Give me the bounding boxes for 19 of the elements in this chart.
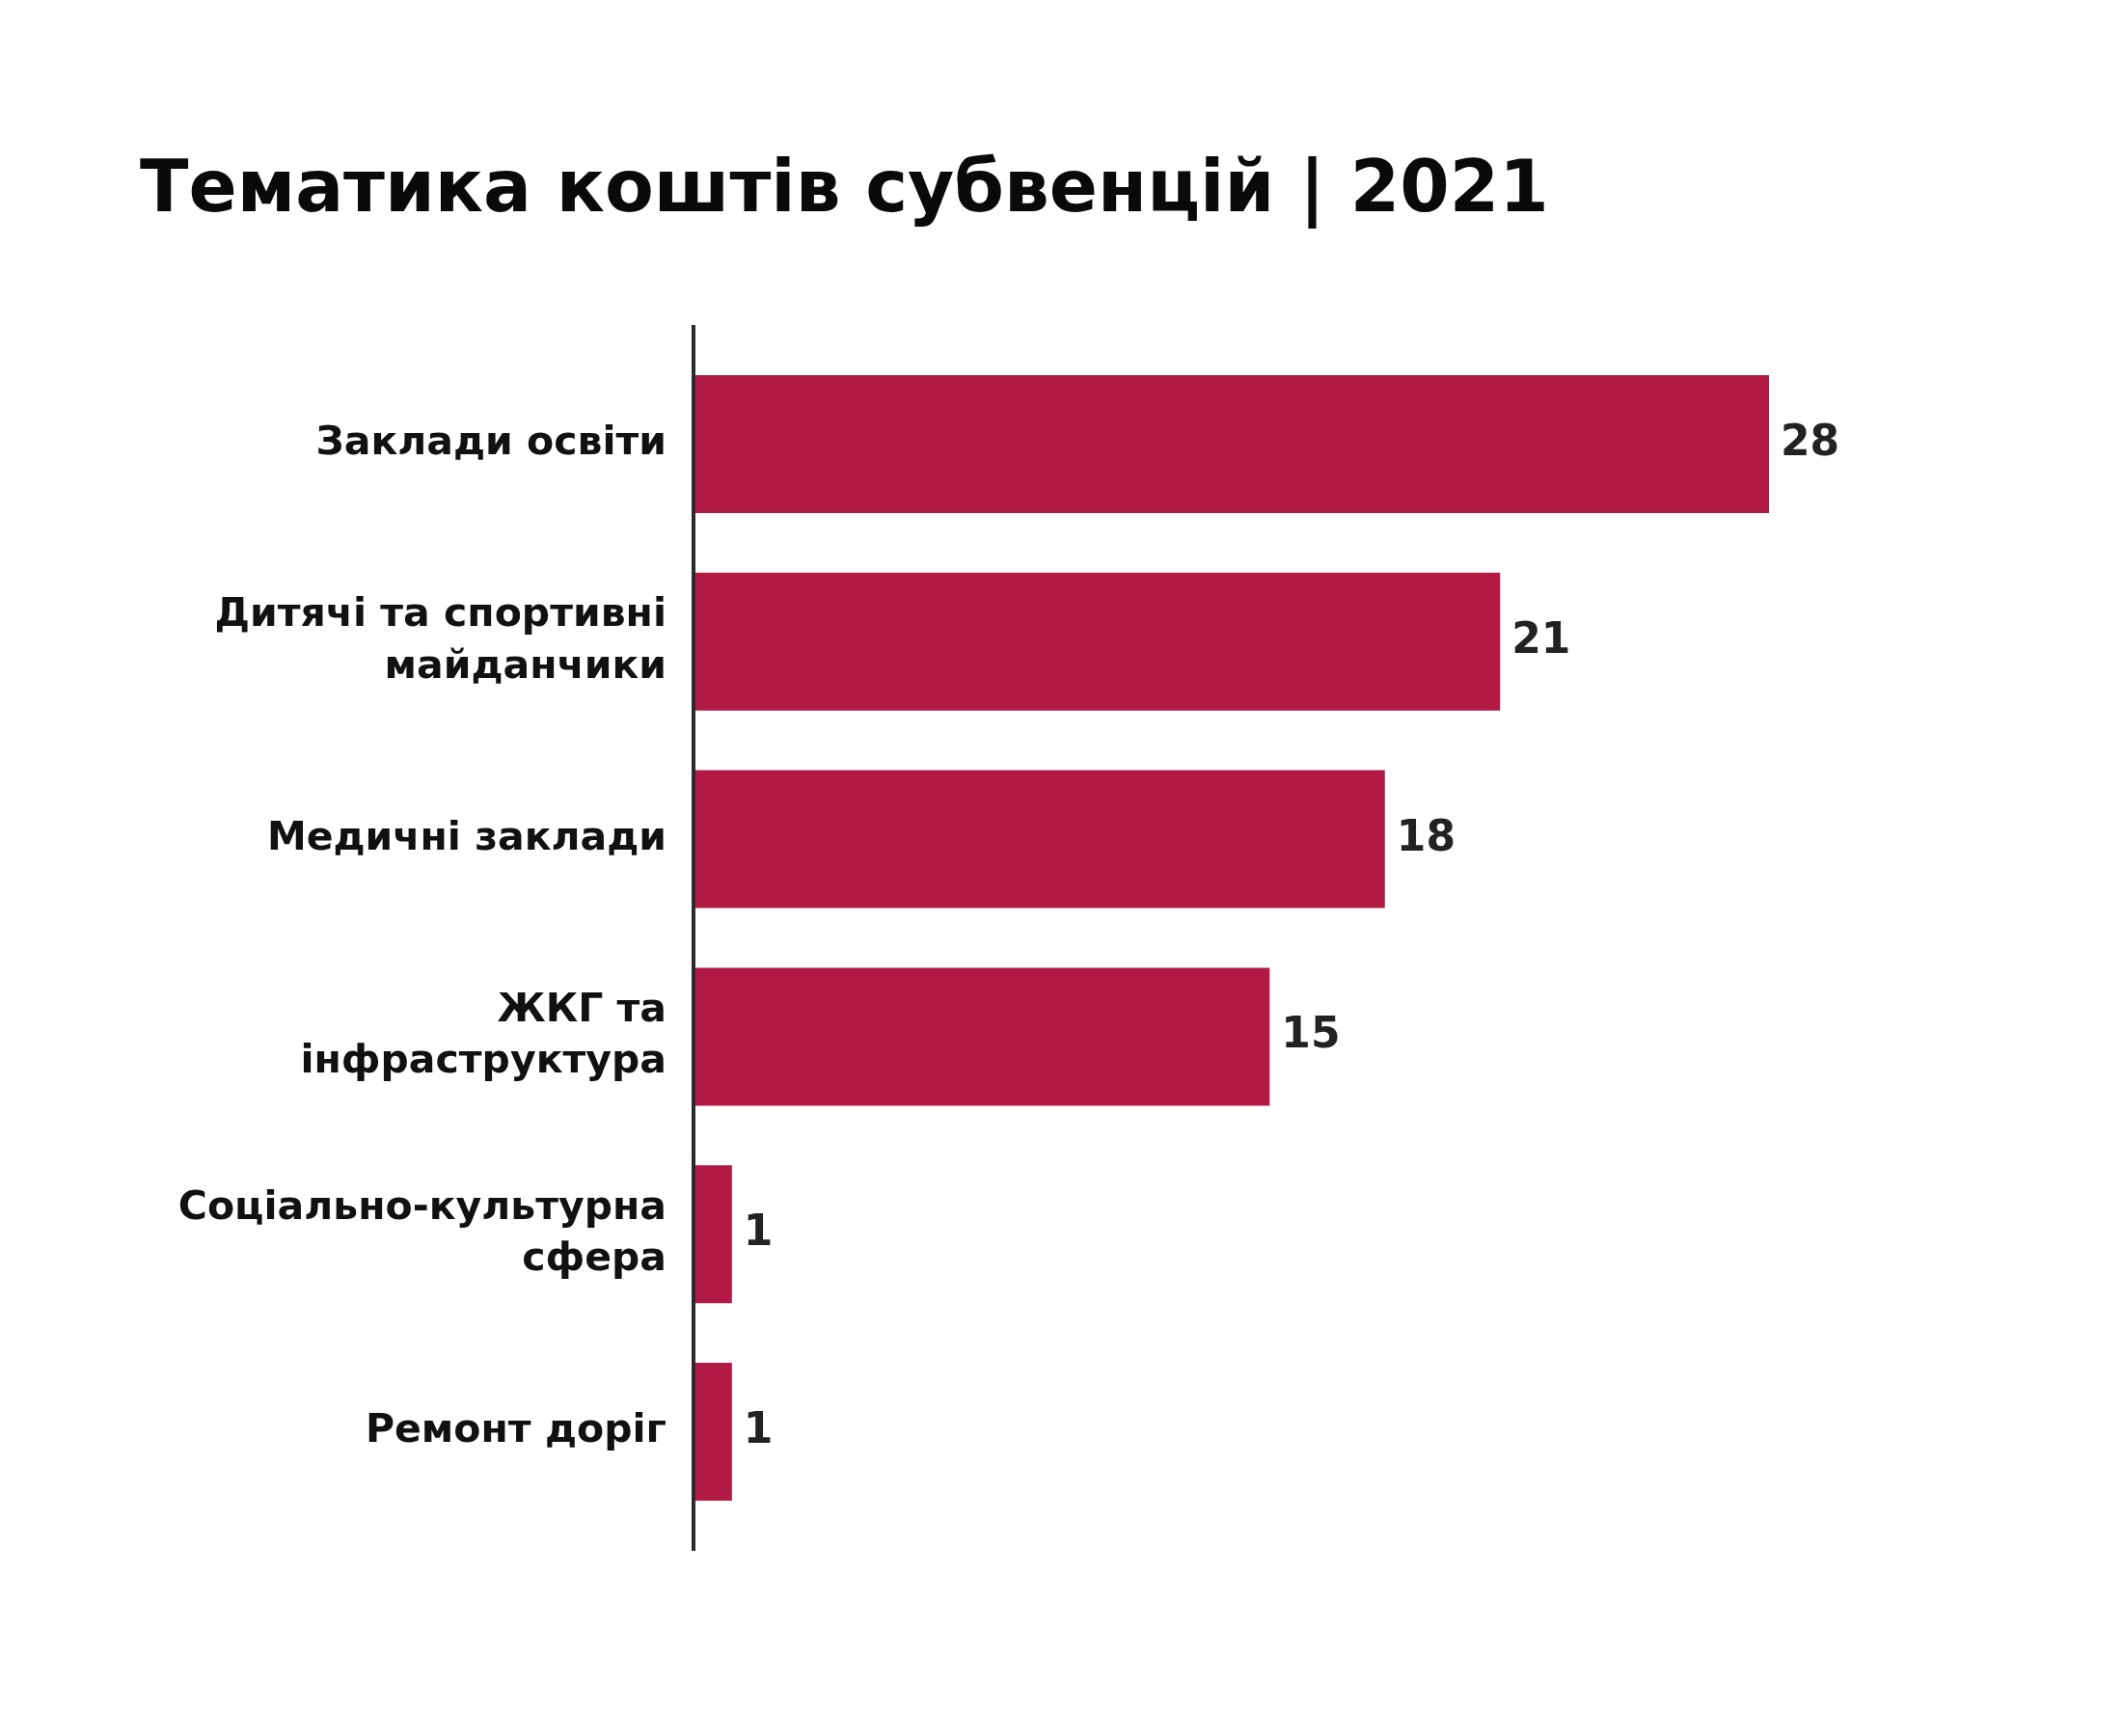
data-label: 28 xyxy=(1781,415,1840,465)
y-tick-label: Соціально-культурна сфера xyxy=(177,1181,667,1281)
y-tick-label: ЖКГ та інфраструктура xyxy=(300,984,667,1083)
data-label: 1 xyxy=(743,1403,774,1453)
data-label: 18 xyxy=(1396,810,1456,860)
data-label: 15 xyxy=(1281,1008,1341,1058)
data-label: 21 xyxy=(1511,612,1571,663)
data-label: 1 xyxy=(743,1206,774,1256)
bar xyxy=(694,572,1501,711)
bar xyxy=(694,1363,732,1502)
chart-title: Тематика коштів субвенцій | 2021 xyxy=(140,145,1549,228)
y-tick-label: Медичні заклади xyxy=(266,812,667,859)
y-tick-label: Ремонт доріг xyxy=(365,1405,667,1452)
y-tick-label: Заклади освіти xyxy=(315,418,667,465)
y-tick-label: Дитячі та спортивні майданчики xyxy=(214,589,667,688)
bar xyxy=(694,374,1769,513)
bar xyxy=(694,770,1385,909)
bar xyxy=(694,967,1270,1106)
bar xyxy=(694,1165,732,1304)
